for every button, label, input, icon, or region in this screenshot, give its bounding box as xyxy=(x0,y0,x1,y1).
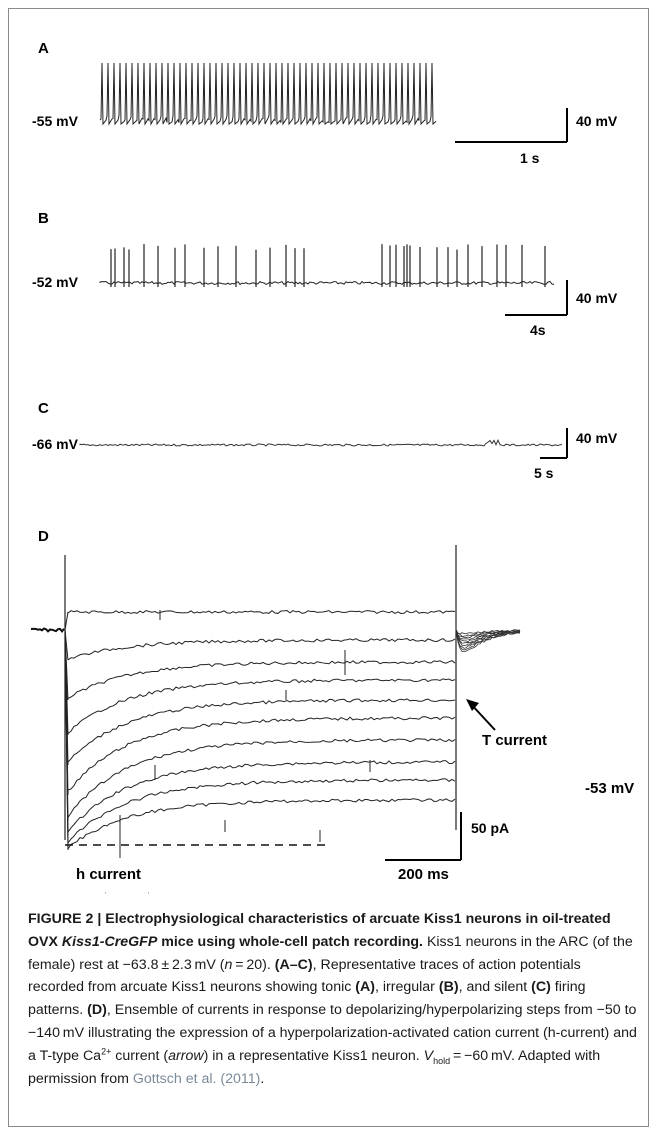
panel-a-scale-x: 1 s xyxy=(520,150,540,166)
caption-text-5: , and silent xyxy=(458,979,532,996)
panel-c-voltage: -66 mV xyxy=(32,436,78,452)
panel-d-trace xyxy=(64,629,456,701)
panel-a-trace xyxy=(99,62,568,143)
caption-text-8: current ( xyxy=(111,1047,169,1064)
panel-d-tail-current xyxy=(455,630,521,652)
caption-text-2: = 20). xyxy=(232,956,275,973)
panel-b-baseline xyxy=(99,280,555,286)
panel-b-scale-y: 40 mV xyxy=(576,290,618,306)
caption-vhold-sub: hold xyxy=(433,1055,451,1066)
panel-d-trace xyxy=(64,629,456,661)
caption-ref-b: (B) xyxy=(438,979,459,996)
figure-caption: FIGURE 2 | Electrophysiological characte… xyxy=(28,908,640,1090)
caption-text-3: , Representative traces of action potent… xyxy=(28,956,581,996)
panel-b-scale-x: 4s xyxy=(530,322,546,338)
caption-ref-c: (C) xyxy=(531,979,551,996)
panel-c-baseline xyxy=(79,438,563,447)
panel-a-letter: A xyxy=(38,40,49,57)
panel-d-trace xyxy=(64,629,456,851)
panel-b-letter: B xyxy=(38,210,49,227)
panel-d-scale-y: 50 pA xyxy=(471,820,510,836)
panel-d-letter: D xyxy=(38,528,49,545)
caption-text-9: ) in a representative Kiss1 neuron. xyxy=(203,1047,424,1064)
panel-d-t-current-arrowhead xyxy=(466,699,479,711)
panel-b-trace xyxy=(99,244,568,316)
panel-d-holding-current xyxy=(31,627,65,634)
panel-d-scale-x: 200 ms xyxy=(398,866,449,883)
caption-figure-label-end: mice using whole-cell patch recording. xyxy=(157,933,423,950)
panel-d-h-current-label: h current xyxy=(76,866,142,883)
caption-superscript: 2+ xyxy=(101,1046,112,1057)
caption-ref-a: (A) xyxy=(355,979,375,996)
caption-ref-d: (D) xyxy=(87,1002,107,1019)
panel-d-trace xyxy=(64,629,456,821)
panel-d-trace xyxy=(64,629,456,736)
caption-ref-ac: (A–C) xyxy=(274,956,313,973)
panel-d-tail-current xyxy=(455,630,521,643)
panel-b-spikes xyxy=(110,244,546,287)
panel-d-trace xyxy=(64,609,456,631)
caption-text-10: = −60 mV. Adapted with permission from xyxy=(28,1047,601,1087)
panel-b-voltage: -52 mV xyxy=(32,274,78,290)
panel-c-letter: C xyxy=(38,400,49,417)
caption-reference-link[interactable]: Gottsch et al. (2011) xyxy=(132,1070,261,1087)
panel-d-trace xyxy=(64,629,456,836)
caption-text-11: . xyxy=(260,1070,265,1087)
panel-c-scale-x: 5 s xyxy=(534,465,554,481)
panel-d-voltage: -53 mV xyxy=(585,780,635,797)
panel-d-trace xyxy=(64,629,456,766)
caption-text-7: , Ensemble of currents in response to de… xyxy=(28,1002,637,1064)
panel-d-t-current-label: T current xyxy=(482,732,548,749)
caption-n: n xyxy=(224,956,233,973)
caption-arrow-word: arrow xyxy=(168,1047,204,1064)
caption-text-6: firing patterns. xyxy=(28,979,586,1019)
figure-box xyxy=(8,8,649,1127)
panel-d-tail-current xyxy=(455,630,521,651)
caption-text-4: , irregular xyxy=(374,979,439,996)
panel-a-scale-y: 40 mV xyxy=(576,113,618,129)
caption-vhold-v: V xyxy=(423,1047,434,1064)
caption-mouse-line: Kiss1-CreGFP xyxy=(61,933,158,950)
panel-a-voltage: -55 mV xyxy=(32,113,78,129)
caption-text-1: Kiss1 neurons in the ARC (of the female)… xyxy=(28,933,633,973)
panel-d-traces xyxy=(31,545,521,894)
panel-d-synaptic-events xyxy=(119,610,371,858)
panel-c-trace xyxy=(79,428,568,459)
panel-c-scale-y: 40 mV xyxy=(576,430,618,446)
panel-d-trace xyxy=(64,629,456,846)
caption-figure-label: FIGURE 2 | Electrophysiological characte… xyxy=(28,911,611,950)
panel-d-trace xyxy=(64,629,456,796)
panel-a-spike-train xyxy=(99,62,437,126)
